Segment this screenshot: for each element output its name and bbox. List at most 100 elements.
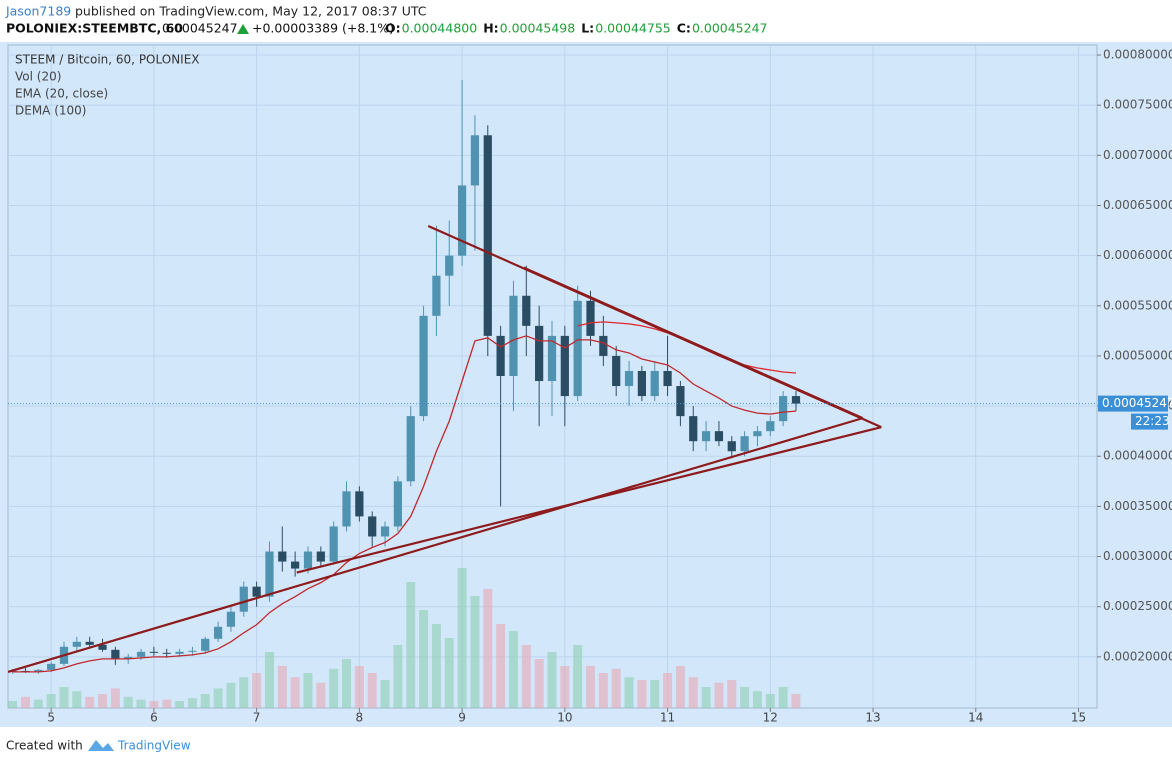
candle-body bbox=[380, 526, 390, 537]
volume-bar bbox=[778, 687, 788, 708]
ohlc-label: L: bbox=[581, 21, 594, 36]
volume-bar bbox=[470, 596, 480, 708]
volume-bar bbox=[573, 645, 583, 708]
candle-body bbox=[560, 335, 569, 397]
candle-body bbox=[111, 649, 120, 659]
y-tick-label: 0.00020000 bbox=[1103, 649, 1172, 663]
candle-body bbox=[406, 416, 415, 482]
ohlc-value: 0.00045498 bbox=[500, 21, 576, 36]
candle-body bbox=[612, 355, 621, 387]
published: published on TradingView.com, May 12, 20… bbox=[75, 4, 427, 19]
candle-body bbox=[573, 300, 582, 397]
x-tick-label: 12 bbox=[763, 711, 778, 725]
volume-bar bbox=[457, 568, 467, 708]
volume-bar bbox=[444, 638, 454, 708]
volume-bar bbox=[303, 673, 313, 708]
candle-body bbox=[175, 651, 184, 654]
volume-bar bbox=[329, 668, 339, 708]
candle-body bbox=[239, 586, 248, 612]
author[interactable]: Jason7189 bbox=[5, 4, 71, 19]
candle-body bbox=[637, 370, 646, 397]
candle-body bbox=[483, 135, 492, 336]
ohlc-label: C: bbox=[677, 21, 691, 36]
volume-bar bbox=[20, 696, 30, 708]
candle-body bbox=[303, 551, 313, 569]
volume-bar bbox=[547, 652, 557, 708]
candle-body bbox=[85, 641, 94, 645]
volume-bar bbox=[740, 687, 750, 708]
x-tick-label: 10 bbox=[557, 711, 572, 725]
volume-bar bbox=[701, 687, 711, 708]
candle-body bbox=[457, 185, 467, 256]
candle-body bbox=[586, 300, 595, 336]
candle-body bbox=[201, 638, 210, 651]
candle-body bbox=[149, 651, 158, 653]
x-tick-label: 14 bbox=[968, 711, 983, 725]
candle-body bbox=[226, 611, 236, 627]
brand[interactable]: TradingView bbox=[117, 739, 191, 753]
candle-body bbox=[124, 656, 133, 659]
volume-bar bbox=[46, 694, 56, 708]
volume-bar bbox=[72, 691, 82, 708]
candle-body bbox=[470, 135, 480, 186]
volume-bar bbox=[586, 666, 596, 708]
volume bbox=[8, 568, 801, 708]
candle-body bbox=[136, 651, 146, 657]
ohlc-value: 0.00045247 bbox=[692, 21, 768, 36]
candle-body bbox=[547, 335, 557, 382]
volume-bar bbox=[136, 699, 146, 708]
candle-body bbox=[689, 416, 698, 442]
y-tick-label: 0.00050000 bbox=[1103, 348, 1172, 362]
volume-bar bbox=[380, 680, 390, 708]
candle-body bbox=[714, 431, 724, 442]
volume-bar bbox=[33, 699, 43, 708]
candle-body bbox=[676, 386, 685, 417]
candle-body bbox=[432, 275, 441, 316]
x-tick-label: 6 bbox=[150, 711, 158, 725]
candle-body bbox=[650, 370, 659, 397]
volume-bar bbox=[637, 680, 647, 708]
volume-bar bbox=[187, 698, 197, 708]
volume-bar bbox=[611, 668, 621, 708]
volume-bar bbox=[406, 582, 416, 708]
volume-bar bbox=[624, 677, 634, 708]
volume-bar bbox=[650, 680, 660, 708]
y-tick-label: 0.00025000 bbox=[1103, 599, 1172, 613]
volume-bar bbox=[727, 680, 737, 708]
volume-bar bbox=[8, 701, 18, 708]
volume-bar bbox=[110, 688, 120, 708]
y-tick-label: 0.00035000 bbox=[1103, 499, 1172, 513]
legend-ema: EMA (20, close) bbox=[15, 87, 108, 101]
y-tick-label: 0.00040000 bbox=[1103, 449, 1172, 463]
candle-body bbox=[188, 650, 197, 652]
ohlc-label: O: bbox=[385, 21, 401, 36]
volume-bar bbox=[149, 701, 159, 708]
y-tick-label: 0.00055000 bbox=[1103, 298, 1172, 312]
candle-body bbox=[535, 325, 544, 382]
ohlc: O: 0.00044800 H: 0.00045498 L: 0.00044755 C: 0.… bbox=[385, 21, 768, 36]
volume-bar bbox=[752, 691, 762, 708]
candle-body bbox=[34, 669, 43, 672]
candle-body bbox=[98, 644, 107, 650]
volume-bar bbox=[496, 624, 506, 708]
candle-body bbox=[342, 491, 351, 527]
volume-bar bbox=[765, 694, 775, 708]
volume-bar bbox=[483, 589, 493, 708]
last-price-box bbox=[1098, 395, 1168, 412]
trendline bbox=[8, 417, 864, 673]
ohlc-value: 0.00044800 bbox=[402, 21, 478, 36]
volume-bar bbox=[252, 673, 262, 708]
volume-bar bbox=[226, 682, 236, 708]
volume-bar bbox=[316, 682, 326, 708]
y-tick-label: 0.00030000 bbox=[1103, 549, 1172, 563]
volume-bar bbox=[200, 694, 210, 708]
candle-body bbox=[779, 396, 788, 422]
trendline bbox=[523, 266, 864, 420]
candle-body bbox=[419, 315, 428, 417]
candle-body bbox=[522, 295, 531, 326]
x-tick-label: 9 bbox=[458, 711, 466, 725]
candle-body bbox=[368, 516, 377, 537]
candle-body bbox=[316, 551, 325, 562]
volume-bar bbox=[239, 677, 249, 708]
